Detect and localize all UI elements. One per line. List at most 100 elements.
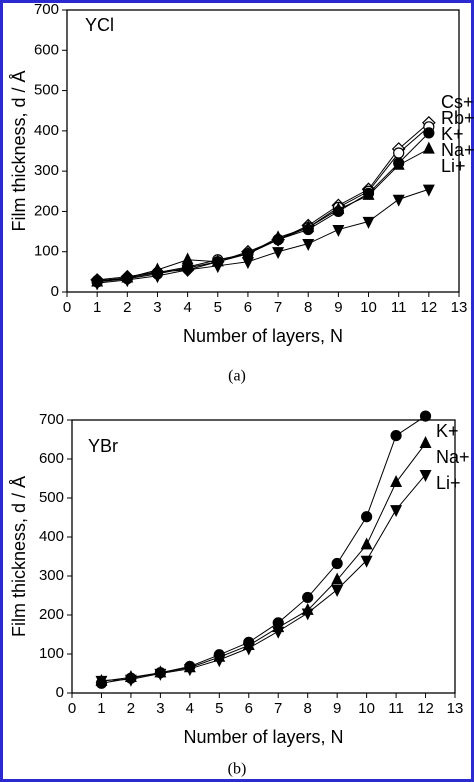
marker <box>393 147 405 159</box>
marker <box>213 655 226 668</box>
x-tick-label: 8 <box>304 299 312 316</box>
y-tick-label: 200 <box>34 202 59 219</box>
y-tick-label: 100 <box>34 243 59 260</box>
series-line <box>97 188 430 284</box>
marker <box>331 557 343 570</box>
x-tick-label: 2 <box>123 299 131 316</box>
y-axis-label: Film thickness, d / Å <box>9 70 29 231</box>
x-tick-label: 1 <box>93 299 101 316</box>
x-tick-label: 6 <box>245 700 253 717</box>
legend-label: Cs+ <box>441 92 474 112</box>
plot-frame <box>71 419 456 694</box>
x-tick-label: 4 <box>186 700 194 717</box>
y-tick-label: 0 <box>56 684 64 701</box>
marker <box>331 572 344 585</box>
marker <box>272 247 285 260</box>
marker <box>124 674 137 687</box>
x-tick-label: 11 <box>388 700 404 717</box>
marker <box>390 430 402 442</box>
legend-label: K+ <box>436 421 459 441</box>
y-tick-label: 100 <box>39 645 64 662</box>
marker <box>302 220 315 233</box>
marker <box>390 475 403 487</box>
y-tick-label: 500 <box>34 82 59 99</box>
legend-label: Li+ <box>441 156 466 176</box>
x-tick-label: 10 <box>360 299 377 316</box>
x-tick-label: 6 <box>244 299 252 316</box>
x-tick-label: 5 <box>214 299 222 316</box>
x-tick-label: 4 <box>183 299 191 316</box>
series-line <box>101 474 426 682</box>
marker <box>151 271 164 284</box>
y-tick-label: 500 <box>39 489 64 506</box>
y-axis-label: Film thickness, d / Å <box>9 476 29 637</box>
marker <box>302 239 315 251</box>
series-line <box>97 148 430 283</box>
legend-label: K+ <box>441 124 464 144</box>
x-tick-label: 3 <box>153 299 161 316</box>
marker <box>154 668 167 681</box>
x-tick-label: 7 <box>274 299 282 316</box>
y-tick-label: 700 <box>34 1 59 18</box>
x-tick-label: 11 <box>391 299 407 316</box>
marker <box>331 585 344 597</box>
marker <box>422 141 435 154</box>
marker <box>241 257 254 270</box>
x-tick-label: 12 <box>417 700 434 717</box>
caption: (b) <box>228 761 247 778</box>
marker <box>422 184 435 197</box>
x-tick-label: 13 <box>447 700 464 717</box>
marker <box>95 675 108 688</box>
caption: (a) <box>228 368 246 385</box>
marker <box>419 470 432 482</box>
marker <box>360 537 373 550</box>
x-tick-label: 9 <box>334 299 342 316</box>
marker <box>181 252 194 265</box>
legend-label: Na+ <box>441 140 474 160</box>
legend-label: Rb+ <box>441 108 474 128</box>
marker <box>419 436 432 448</box>
series-line <box>97 126 430 282</box>
marker <box>272 626 285 639</box>
y-tick-label: 0 <box>51 283 59 300</box>
series-line <box>101 443 426 682</box>
marker <box>183 664 196 677</box>
y-tick-label: 400 <box>34 122 59 139</box>
plot-frame <box>66 9 460 293</box>
marker <box>242 643 255 656</box>
marker <box>360 555 373 568</box>
marker <box>211 261 224 274</box>
marker <box>361 511 373 523</box>
legend-label: Na+ <box>436 447 470 467</box>
x-tick-label: 7 <box>274 700 282 717</box>
marker <box>181 265 194 278</box>
marker <box>272 230 285 243</box>
y-tick-label: 300 <box>34 162 59 179</box>
annotation: YCl <box>85 15 114 35</box>
legend-label: Li+ <box>436 473 461 493</box>
y-tick-label: 600 <box>34 41 59 58</box>
y-tick-label: 600 <box>39 450 64 467</box>
y-tick-label: 700 <box>39 411 64 428</box>
marker <box>332 224 345 237</box>
marker <box>362 187 375 200</box>
marker <box>392 157 405 170</box>
x-tick-label: 2 <box>127 700 135 717</box>
marker <box>332 202 345 215</box>
x-tick-label: 0 <box>63 299 71 316</box>
marker <box>301 608 314 621</box>
x-tick-label: 8 <box>304 700 312 717</box>
x-tick-label: 10 <box>358 700 375 717</box>
x-tick-label: 12 <box>421 299 438 316</box>
series-line <box>101 415 426 684</box>
x-tick-label: 3 <box>156 700 164 717</box>
series-line <box>97 132 430 283</box>
marker <box>419 410 432 422</box>
annotation: YBr <box>88 436 118 456</box>
marker <box>423 127 435 139</box>
marker <box>362 216 375 229</box>
y-tick-label: 300 <box>39 567 64 584</box>
